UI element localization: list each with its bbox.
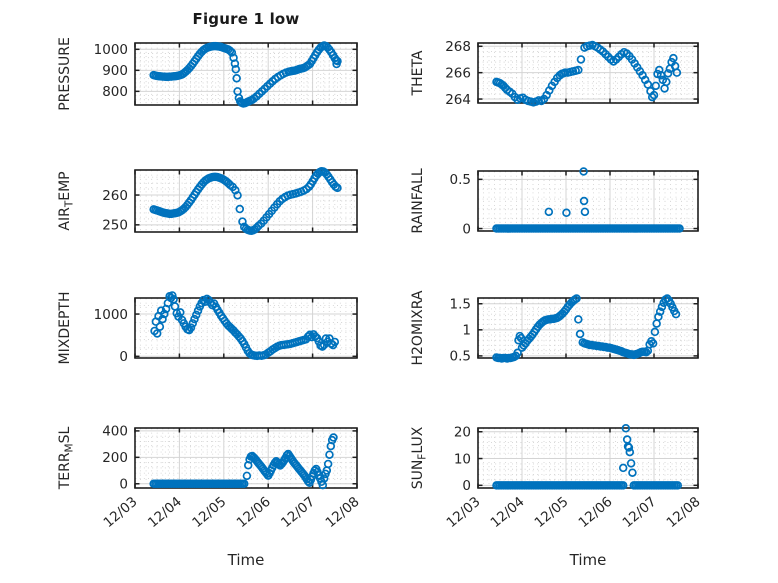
minor-grid: [478, 171, 698, 231]
subplot-theta: 264 266 268 THETA: [410, 39, 699, 108]
minor-grid: [135, 170, 357, 232]
y-axis-label: THETA: [410, 50, 426, 96]
tick-marks: [134, 43, 358, 105]
x-tick-label: 12/03: [443, 494, 483, 531]
tick-marks: [477, 298, 699, 358]
subplot-canvas-mixdepth: 0 1000 MIXDEPTH: [57, 291, 358, 365]
axis-text: 0.5 1 1.5 H2OMIXRA: [410, 290, 471, 365]
x-axis-label: Time: [227, 551, 265, 569]
y-tick-label: 1: [462, 323, 471, 339]
y-tick-label: 268: [445, 39, 471, 55]
y-tick-label: 264: [445, 92, 471, 108]
x-tick-label: 12/08: [663, 494, 703, 531]
x-tick-label: 12/06: [234, 494, 274, 531]
y-tick-label: 260: [102, 188, 128, 204]
major-grid: [135, 298, 357, 358]
x-tick-label: 12/07: [278, 494, 318, 531]
data-markers: [149, 166, 342, 236]
y-tick-label: 400: [102, 424, 128, 440]
subplot-canvas-h2omixra: 0.5 1 1.5 H2OMIXRA: [410, 290, 699, 366]
data-markers: [492, 167, 684, 233]
axis-text: 250 260 AIRTEMP: [57, 171, 128, 233]
subplot-air-temp: 250 260 AIRTEMP: [57, 166, 358, 236]
data-markers: [149, 433, 338, 490]
y-tick-label: 0: [119, 349, 128, 365]
y-tick-label: 250: [102, 218, 128, 234]
x-tick-label: 12/06: [575, 494, 615, 531]
tick-marks: [477, 43, 699, 103]
y-tick-label: 0: [119, 477, 128, 493]
y-tick-label: 0.5: [450, 349, 471, 365]
subplot-canvas-rainfall: 0 0.5 RAINFALL: [410, 167, 699, 237]
y-axis-label: AIRTEMP: [57, 171, 76, 230]
axis-text: 800 900 1000 PRESSURE: [57, 37, 128, 111]
x-tick-label: 12/05: [189, 494, 229, 531]
subplot-canvas-pressure: 800 900 1000 PRESSURE: [57, 37, 358, 111]
y-tick-label: 0: [462, 478, 471, 494]
axis-text: 0 1000 MIXDEPTH: [57, 292, 128, 366]
subplot-canvas-sun-flux: 0 10 20 SUNFLUX 12/03 12/04 12/05 12/06 12/07 12/…: [410, 424, 704, 569]
data-markers: [492, 40, 682, 107]
figure-title: Figure 1 low: [192, 10, 300, 28]
x-tick-label: 12/08: [322, 494, 362, 531]
tick-marks: [134, 170, 358, 232]
y-tick-label: 200: [102, 450, 128, 466]
minor-grid: [135, 43, 357, 105]
y-axis-label: MIXDEPTH: [57, 292, 73, 365]
y-axis-label: TERRMSL: [57, 426, 76, 490]
tick-marks: [134, 298, 358, 358]
y-tick-label: 266: [445, 65, 471, 81]
y-tick-label: 800: [102, 84, 128, 100]
subplot-terr-msl: 0 200 400 TERRMSL 12/03 12/04 12/05 12/06 12/07 1…: [57, 424, 363, 569]
subplot-rainfall: 0 0.5 RAINFALL: [410, 167, 699, 237]
x-tick-label: 12/04: [145, 494, 185, 531]
x-tick-label: 12/05: [531, 494, 571, 531]
y-tick-label: 900: [102, 63, 128, 79]
y-tick-label: 10: [454, 451, 471, 467]
y-axis-label: SUNFLUX: [410, 426, 429, 489]
x-tick-label: 12/07: [619, 494, 659, 531]
y-axis-label: H2OMIXRA: [410, 290, 426, 365]
x-tick-label: 12/04: [487, 494, 527, 531]
subplot-h2omixra: 0.5 1 1.5 H2OMIXRA: [410, 290, 699, 366]
x-axis-label: Time: [569, 551, 607, 569]
axis-text: 0 0.5 RAINFALL: [410, 168, 471, 237]
y-tick-label: 20: [454, 425, 471, 441]
x-tick-label: 12/03: [100, 494, 140, 531]
data-markers: [149, 41, 342, 108]
y-tick-label: 1000: [94, 307, 128, 323]
axes-box: [477, 297, 699, 359]
y-tick-label: 0.5: [450, 172, 471, 188]
y-tick-label: 0: [462, 221, 471, 237]
axes-box: [134, 297, 358, 359]
subplot-canvas-theta: 264 266 268 THETA: [410, 39, 699, 108]
data-markers: [150, 291, 340, 361]
minor-grid: [478, 428, 698, 488]
y-tick-label: 1000: [94, 42, 128, 58]
y-tick-label: 1.5: [450, 297, 471, 313]
data-markers: [492, 424, 683, 490]
subplot-sun-flux: 0 10 20 SUNFLUX 12/03 12/04 12/05 12/06 12/07 12/…: [410, 424, 704, 569]
subplot-canvas-air-temp: 250 260 AIRTEMP: [57, 166, 358, 236]
axis-text: 264 266 268 THETA: [410, 39, 471, 108]
subplot-canvas-terr-msl: 0 200 400 TERRMSL 12/03 12/04 12/05 12/06 12/07 1…: [57, 424, 363, 569]
subplot-pressure: 800 900 1000 PRESSURE: [57, 37, 358, 111]
data-markers: [492, 294, 681, 363]
subplot-mixdepth: 0 1000 MIXDEPTH: [57, 291, 358, 365]
y-axis-label: PRESSURE: [57, 37, 73, 111]
y-axis-label: RAINFALL: [410, 168, 426, 233]
